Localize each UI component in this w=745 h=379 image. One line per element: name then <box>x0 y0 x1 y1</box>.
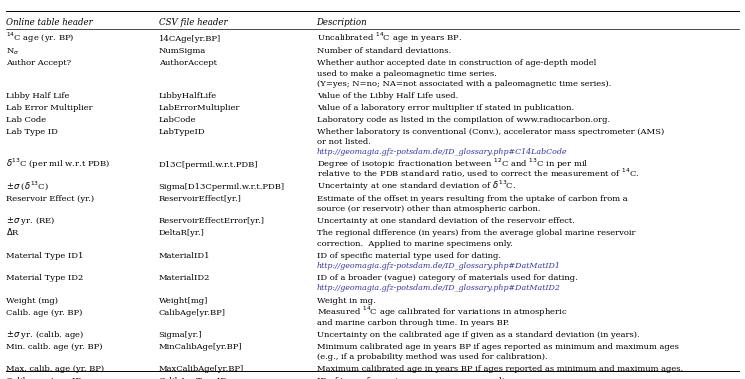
Text: Sigma[D13Cpermil.w.r.t.PDB]: Sigma[D13Cpermil.w.r.t.PDB] <box>159 183 285 191</box>
Text: and marine carbon through time. In years BP.: and marine carbon through time. In years… <box>317 319 509 327</box>
Text: N$_{\sigma}$: N$_{\sigma}$ <box>6 46 19 56</box>
Text: Value of the Libby Half Life used.: Value of the Libby Half Life used. <box>317 92 458 100</box>
Text: 14CAge[yr.BP]: 14CAge[yr.BP] <box>159 35 221 43</box>
Text: MaterialID2: MaterialID2 <box>159 274 210 282</box>
Text: Degree of isotopic fractionation between $^{12}$C and $^{13}$C in per mil: Degree of isotopic fractionation between… <box>317 156 588 171</box>
Text: Sigma[yr.]: Sigma[yr.] <box>159 331 203 339</box>
Text: used to make a paleomagnetic time series.: used to make a paleomagnetic time series… <box>317 69 496 78</box>
Text: $\Delta$R: $\Delta$R <box>6 226 20 237</box>
Text: relative to the PDB standard ratio, used to correct the measurement of $^{14}$C.: relative to the PDB standard ratio, used… <box>317 167 639 180</box>
Text: Estimate of the offset in years resulting from the uptake of carbon from a: Estimate of the offset in years resultin… <box>317 195 627 203</box>
Text: (Y=yes; N=no; NA=not associated with a paleomagnetic time series).: (Y=yes; N=no; NA=not associated with a p… <box>317 80 611 88</box>
Text: Uncertainty at one standard deviation of the reservoir effect.: Uncertainty at one standard deviation of… <box>317 218 574 226</box>
Text: Lab Code: Lab Code <box>6 116 46 124</box>
Text: LabCode: LabCode <box>159 116 196 124</box>
Text: Libby Half Life: Libby Half Life <box>6 92 69 100</box>
Text: Weight (mg): Weight (mg) <box>6 297 58 305</box>
Text: NumSigma: NumSigma <box>159 47 206 55</box>
Text: ReservoirEffect[yr.]: ReservoirEffect[yr.] <box>159 195 241 203</box>
Text: ReservoirEffectError[yr.]: ReservoirEffectError[yr.] <box>159 218 264 226</box>
Text: http://geomagia.gfz-potsdam.de/ID_glossary.php#DatMatID1: http://geomagia.gfz-potsdam.de/ID_glossa… <box>317 262 560 270</box>
Text: ID of a broader (vague) category of materials used for dating.: ID of a broader (vague) category of mate… <box>317 274 577 282</box>
Text: ID of specific material type used for dating.: ID of specific material type used for da… <box>317 252 501 260</box>
Text: Number of standard deviations.: Number of standard deviations. <box>317 47 451 55</box>
Text: MaterialID1: MaterialID1 <box>159 252 210 260</box>
Text: Weight in mg.: Weight in mg. <box>317 297 375 305</box>
Text: Value of a laboratory error multiplier if stated in publication.: Value of a laboratory error multiplier i… <box>317 104 574 112</box>
Text: Minimum calibrated age in years BP if ages reported as minimum and maximum ages: Minimum calibrated age in years BP if ag… <box>317 343 679 351</box>
Text: D13C[permil.w.r.t.PDB]: D13C[permil.w.r.t.PDB] <box>159 161 259 169</box>
Text: LabErrorMultiplier: LabErrorMultiplier <box>159 104 240 112</box>
Text: CalibAge[yr.BP]: CalibAge[yr.BP] <box>159 309 226 316</box>
Text: MinCalibAge[yr.BP]: MinCalibAge[yr.BP] <box>159 343 242 351</box>
Text: Material Type ID1: Material Type ID1 <box>6 252 83 260</box>
Text: Whether author accepted date in construction of age-depth model: Whether author accepted date in construc… <box>317 59 596 67</box>
Text: Whether laboratory is conventional (Conv.), accelerator mass spectrometer (AMS): Whether laboratory is conventional (Conv… <box>317 128 664 136</box>
Text: Uncertainty at one standard deviation of $\delta^{13}$C.: Uncertainty at one standard deviation of… <box>317 179 516 193</box>
Text: LibbyHalfLife: LibbyHalfLife <box>159 92 217 100</box>
Text: $^{14}$C age (yr. BP): $^{14}$C age (yr. BP) <box>6 31 74 45</box>
Text: Laboratory code as listed in the compilation of www.radiocarbon.org.: Laboratory code as listed in the compila… <box>317 116 609 124</box>
Text: AuthorAccept: AuthorAccept <box>159 59 217 67</box>
Text: CSV file header: CSV file header <box>159 18 227 27</box>
Text: LabTypeID: LabTypeID <box>159 128 206 136</box>
Text: http://geomagia.gfz-potsdam.de/ID_glossary.php#DatMatID2: http://geomagia.gfz-potsdam.de/ID_glossa… <box>317 284 560 292</box>
Text: The regional difference (in years) from the average global marine reservoir: The regional difference (in years) from … <box>317 229 635 237</box>
Text: ID of type of age given, e.g., a mean or median.: ID of type of age given, e.g., a mean or… <box>317 377 517 379</box>
Text: Lab Type ID: Lab Type ID <box>6 128 58 136</box>
Text: $\pm\sigma$ ($\delta^{13}$C): $\pm\sigma$ ($\delta^{13}$C) <box>6 180 48 192</box>
Text: $\delta^{13}$C (per mil w.r.t PDB): $\delta^{13}$C (per mil w.r.t PDB) <box>6 156 110 171</box>
Text: correction.  Applied to marine specimens only.: correction. Applied to marine specimens … <box>317 240 513 248</box>
Text: Author Accept?: Author Accept? <box>6 59 71 67</box>
Text: $\pm\sigma$ yr. (RE): $\pm\sigma$ yr. (RE) <box>6 215 55 227</box>
Text: Online table header: Online table header <box>6 18 92 27</box>
Text: Maximum calibrated age in years BP if ages reported as minimum and maximum ages.: Maximum calibrated age in years BP if ag… <box>317 365 682 373</box>
Text: Calib. age (yr. BP): Calib. age (yr. BP) <box>6 309 83 316</box>
Text: $\pm\sigma$ yr. (calib. age): $\pm\sigma$ yr. (calib. age) <box>6 329 84 341</box>
Text: Uncalibrated $^{14}$C age in years BP.: Uncalibrated $^{14}$C age in years BP. <box>317 31 462 45</box>
Text: Reservoir Effect (yr.): Reservoir Effect (yr.) <box>6 195 94 203</box>
Text: http://geomagia.gfz-potsdam.de/ID_glossary.php#C14LabCode: http://geomagia.gfz-potsdam.de/ID_glossa… <box>317 148 567 156</box>
Text: Measured $^{14}$C age calibrated for variations in atmospheric: Measured $^{14}$C age calibrated for var… <box>317 304 567 319</box>
Text: DeltaR[yr.]: DeltaR[yr.] <box>159 229 205 237</box>
Text: Lab Error Multiplier: Lab Error Multiplier <box>6 104 92 112</box>
Text: Description: Description <box>317 18 367 27</box>
Text: MaxCalibAge[yr.BP]: MaxCalibAge[yr.BP] <box>159 365 244 373</box>
Text: (e.g., if a probability method was used for calibration).: (e.g., if a probability method was used … <box>317 353 548 361</box>
Text: Calib. age type ID: Calib. age type ID <box>6 377 82 379</box>
Text: Min. calib. age (yr. BP): Min. calib. age (yr. BP) <box>6 343 103 351</box>
Text: Material Type ID2: Material Type ID2 <box>6 274 83 282</box>
Text: or not listed.: or not listed. <box>317 138 370 146</box>
Text: Uncertainty on the calibrated age if given as a standard deviation (in years).: Uncertainty on the calibrated age if giv… <box>317 331 639 339</box>
Text: Weight[mg]: Weight[mg] <box>159 297 208 305</box>
Text: Max. calib. age (yr. BP): Max. calib. age (yr. BP) <box>6 365 104 373</box>
Text: CalibAgeTypeID: CalibAgeTypeID <box>159 377 228 379</box>
Text: source (or reservoir) other than atmospheric carbon.: source (or reservoir) other than atmosph… <box>317 205 540 213</box>
